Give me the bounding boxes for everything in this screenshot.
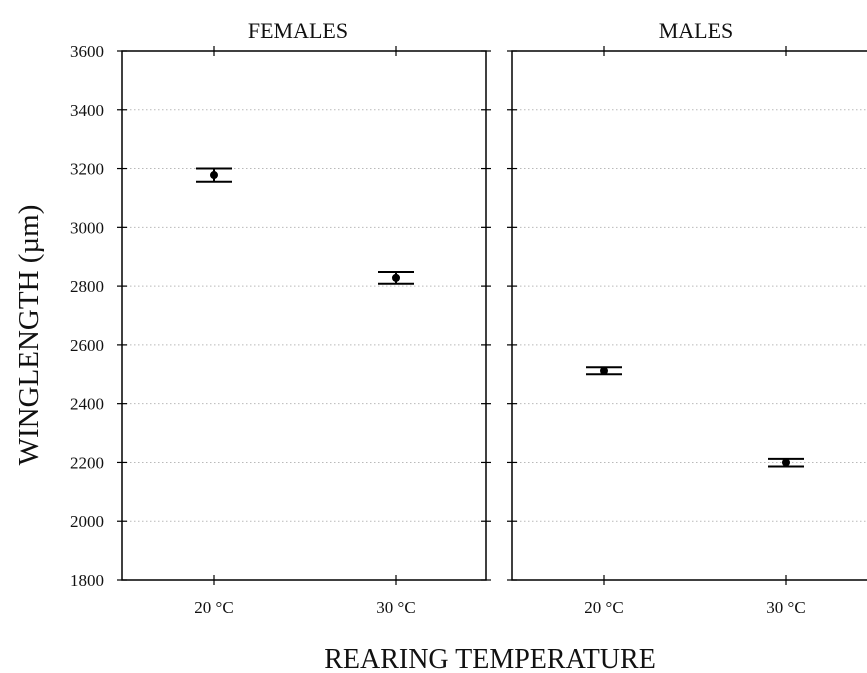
data-point xyxy=(196,167,232,183)
mean-marker xyxy=(392,273,400,282)
y-tick-label: 2200 xyxy=(70,453,104,472)
mean-marker xyxy=(600,366,608,375)
panel-females: FEMALES 20 °C 30 °C xyxy=(117,18,491,617)
y-tick-label: 2600 xyxy=(70,336,104,355)
panel-title: FEMALES xyxy=(248,18,348,43)
x-tick-label: 30 °C xyxy=(376,598,415,617)
panel-frame xyxy=(121,50,487,581)
y-axis-label: WINGLENGTH (µm) xyxy=(13,205,45,466)
panel-males: MALES 20 °C 30 °C xyxy=(507,18,867,617)
data-point xyxy=(378,271,414,285)
y-axis: 1800 2000 2200 2400 2600 2800 3000 3200 3400 3600 xyxy=(70,42,104,590)
y-tick-label: 2000 xyxy=(70,512,104,531)
data-point xyxy=(586,366,622,376)
y-tick-label: 3600 xyxy=(70,42,104,61)
y-tick-label: 3000 xyxy=(70,218,104,237)
x-tick-label: 30 °C xyxy=(766,598,805,617)
x-tick-label: 20 °C xyxy=(194,598,233,617)
mean-marker xyxy=(210,171,218,180)
chart-panels: FEMALES 20 °C 30 °C MALES 20 °C 30 °C xyxy=(117,18,867,617)
y-tick-label: 3200 xyxy=(70,160,104,179)
y-tick-label: 3400 xyxy=(70,101,104,120)
panel-title: MALES xyxy=(659,18,734,43)
x-axis-label: REARING TEMPERATURE xyxy=(324,644,656,673)
panel-frame xyxy=(511,50,867,581)
y-tick-label: 2800 xyxy=(70,277,104,296)
data-point xyxy=(768,457,804,468)
y-tick-label: 1800 xyxy=(70,571,104,590)
mean-marker xyxy=(782,458,790,467)
y-tick-label: 2400 xyxy=(70,395,104,414)
x-tick-label: 20 °C xyxy=(584,598,623,617)
